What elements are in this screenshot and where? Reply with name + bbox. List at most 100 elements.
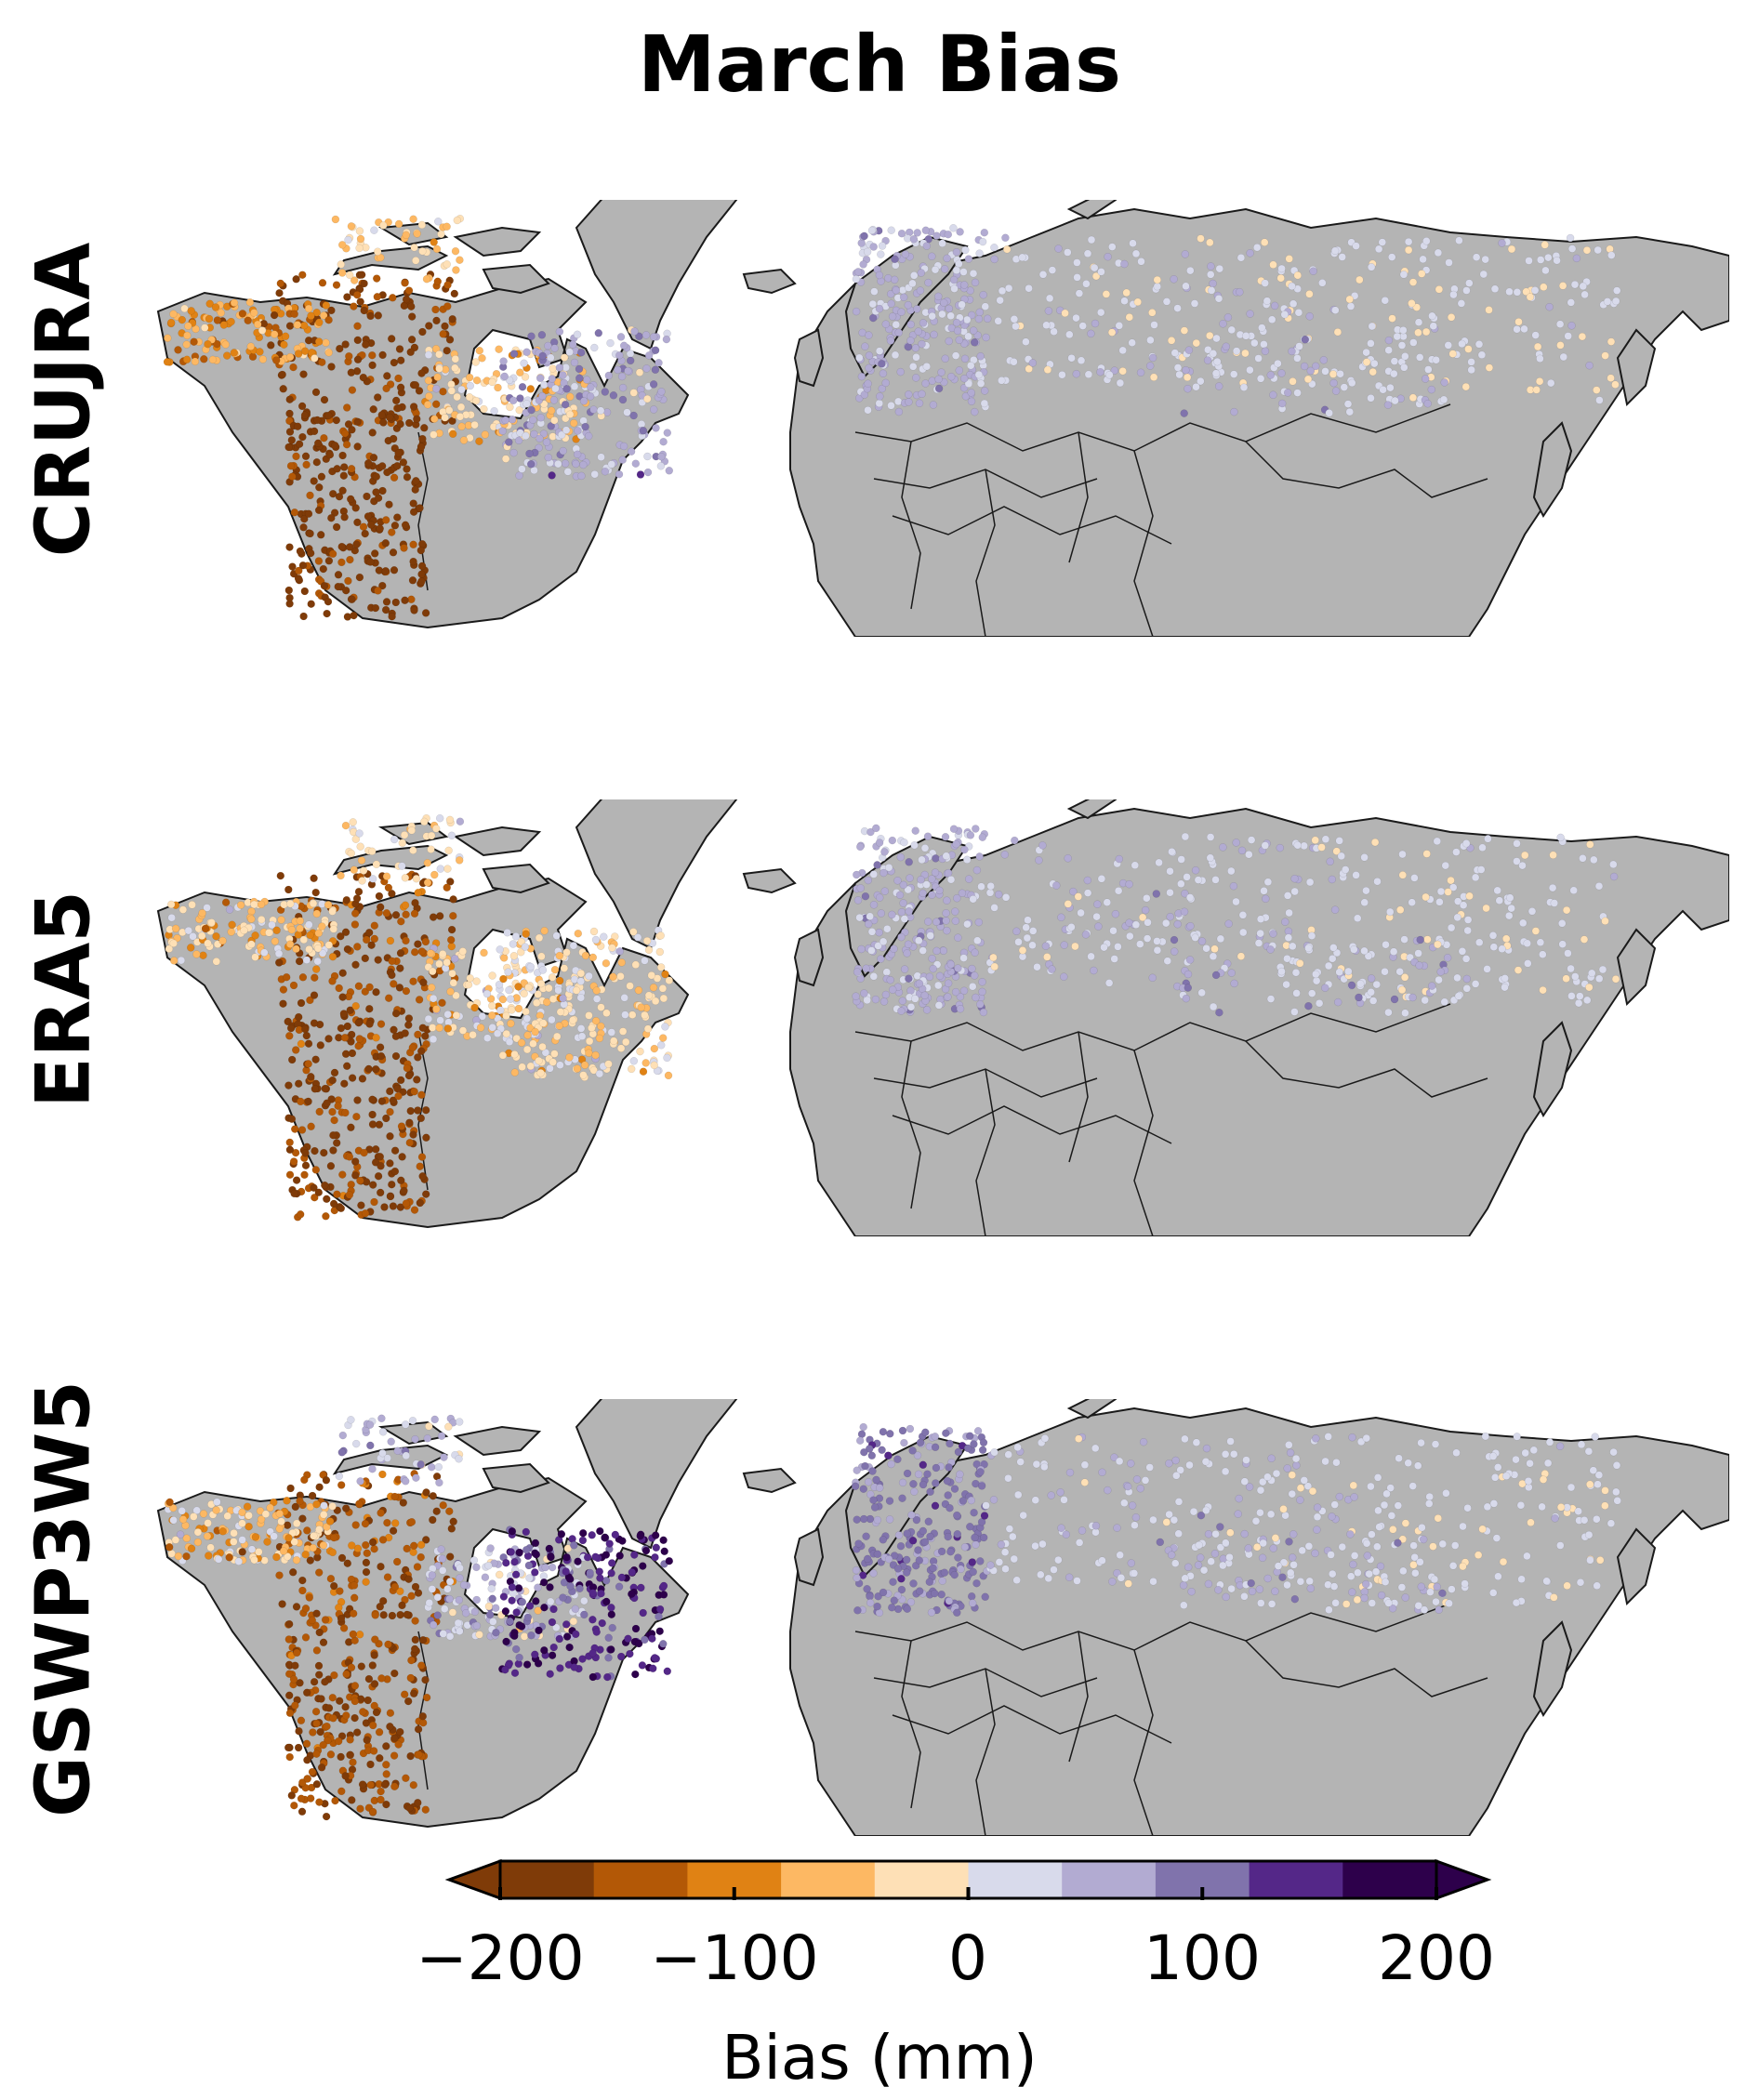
station-point [310,1019,319,1027]
station-point [382,598,391,606]
station-point [310,1677,319,1686]
station-point [1215,264,1224,273]
station-point [382,1770,390,1778]
station-point [263,1538,271,1546]
station-point [1436,887,1446,896]
station-point [417,561,427,571]
station-point [388,528,396,536]
station-point [322,1812,331,1821]
station-point [529,416,537,424]
station-point [665,1556,674,1565]
station-point [853,268,863,276]
station-point [979,1008,988,1017]
station-point [899,293,908,302]
station-point [353,355,363,364]
station-point [555,1022,563,1030]
station-point [1601,351,1609,360]
station-point [337,542,346,551]
station-point [350,1581,359,1590]
station-point [619,442,628,451]
station-point [628,1590,636,1598]
station-point [1311,836,1319,845]
station-point [873,861,881,869]
station-point [1360,946,1369,956]
station-point [649,984,658,992]
station-point [328,1502,337,1511]
station-point [182,1534,192,1543]
station-point [1452,1448,1461,1458]
station-point [1564,332,1572,340]
station-point [1090,966,1098,975]
station-point [515,405,523,415]
station-point [1532,386,1541,394]
station-point [873,1515,882,1525]
station-point [870,287,879,296]
station-point [1234,1510,1242,1518]
station-point [896,852,906,862]
station-point [608,944,616,952]
station-point [287,925,297,934]
station-point [381,605,390,614]
station-point [428,967,437,976]
station-point [1435,1605,1443,1614]
station-point [589,1649,597,1658]
station-point [1269,390,1277,400]
station-point [441,414,449,422]
station-point [1523,939,1531,948]
station-point [428,1024,437,1032]
station-point [298,1807,307,1816]
station-point [1450,1541,1460,1550]
station-point [396,1203,405,1211]
station-point [1384,346,1393,354]
station-point [926,1532,934,1541]
station-point [559,994,567,1003]
station-point [420,424,429,432]
station-point [390,1025,398,1035]
station-point [865,1445,874,1453]
station-point [311,965,321,973]
station-point [353,336,363,345]
station-point [388,612,396,621]
station-point [357,856,366,865]
station-point [364,928,374,937]
station-point [1239,383,1249,391]
station-point [337,269,347,277]
station-point [244,316,252,325]
station-point [1229,1449,1238,1459]
station-point [409,508,418,516]
station-point [1190,299,1199,308]
station-point [368,1095,377,1104]
station-point [878,242,887,250]
station-point [432,1507,441,1515]
station-point [1018,253,1026,262]
station-point [620,994,628,1002]
station-point [915,979,924,988]
station-point [390,522,400,530]
station-point [1173,304,1182,312]
station-point [522,400,531,408]
station-point [399,1499,408,1507]
station-point [1442,1489,1450,1498]
station-point [642,936,652,945]
station-point [531,1027,539,1037]
station-point [976,1000,985,1009]
station-point [1064,900,1073,908]
station-point [1232,347,1241,355]
station-point [416,1162,424,1170]
station-point [1536,256,1545,264]
station-point [414,1724,423,1734]
station-point [659,994,668,1003]
station-point [1550,899,1559,907]
station-point [451,363,459,373]
station-point [286,1484,295,1493]
station-point [362,1567,371,1577]
station-point [1184,970,1193,979]
station-point [527,405,536,415]
station-point [406,1751,415,1761]
station-point [950,284,959,293]
station-point [588,1531,596,1539]
station-point [1096,308,1105,317]
station-point [1124,1579,1132,1588]
station-point [1556,1503,1566,1512]
station-point [372,1034,380,1042]
